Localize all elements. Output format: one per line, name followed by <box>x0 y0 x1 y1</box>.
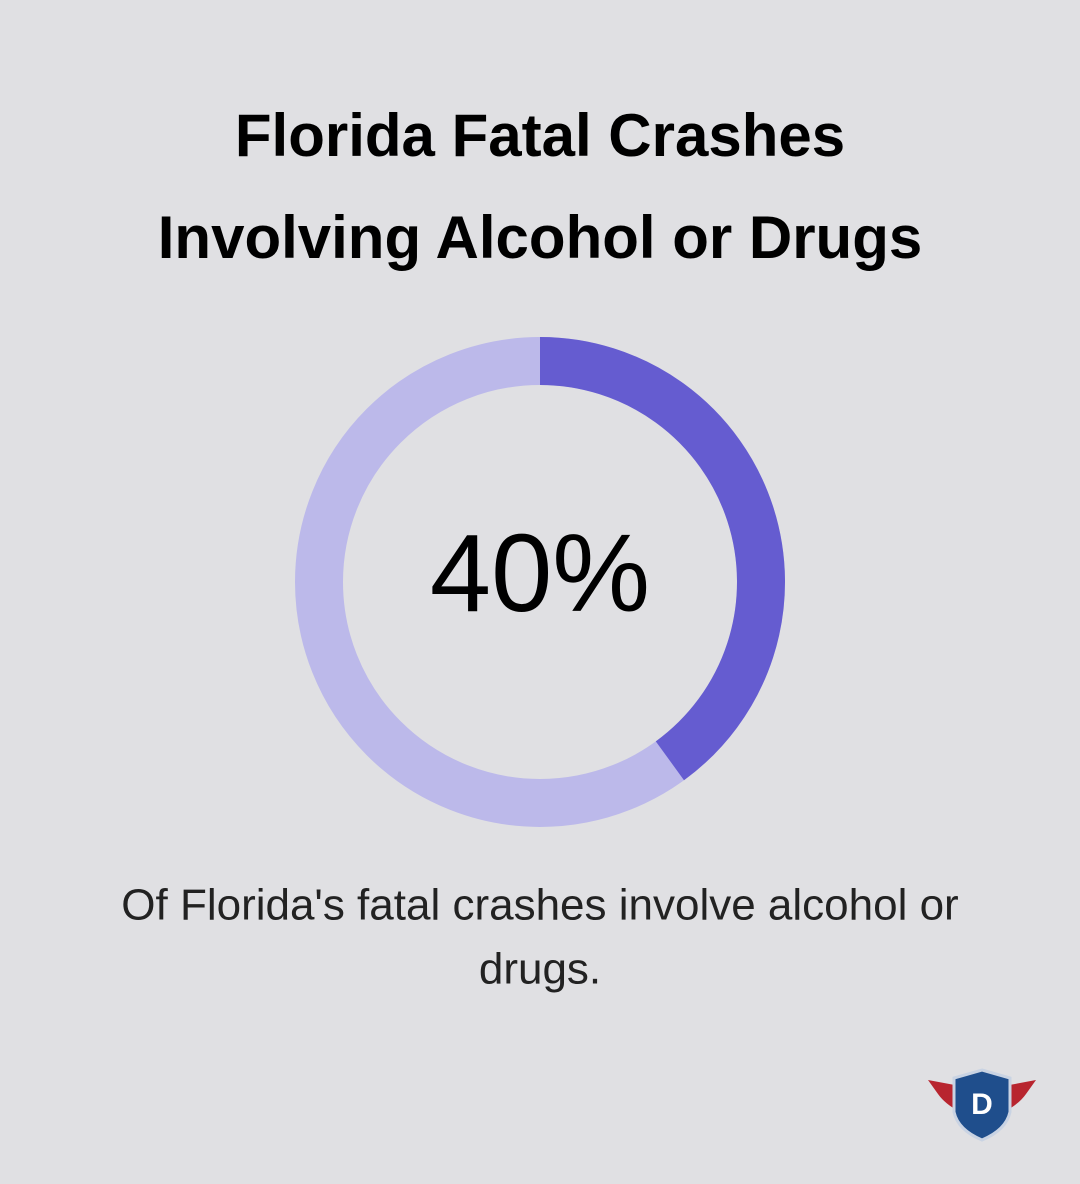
chart-title: Involving Alcohol or Drugs <box>158 204 922 271</box>
caption: Of Florida's fatal crashes involve alcoh… <box>121 881 958 930</box>
caption: drugs. <box>479 945 601 994</box>
logo-text: D <box>971 1088 993 1121</box>
donut: 40% <box>295 337 785 827</box>
chart-title: Florida Fatal Crashes <box>235 102 845 169</box>
value-label: 40% <box>430 512 650 635</box>
logo-wing <box>1004 1080 1036 1112</box>
donut-segment <box>539 337 785 781</box>
logo-shield <box>952 1068 1012 1142</box>
logo-wing <box>928 1080 960 1112</box>
logo: D <box>928 1068 1036 1142</box>
